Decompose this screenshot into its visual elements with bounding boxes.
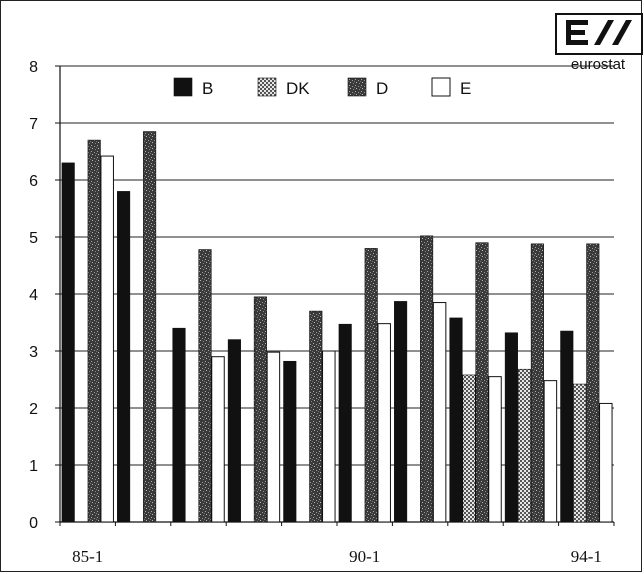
bar-dk-94-1 [573, 383, 587, 523]
bar-dk-93-1 [517, 368, 531, 523]
legend-label-e: E [460, 79, 471, 98]
y-tick-label: 6 [29, 173, 38, 190]
bar-dk-92-1 [462, 374, 476, 523]
y-tick-label: 8 [29, 59, 38, 76]
legend-label-d: D [376, 79, 388, 98]
bar-e-94-1 [599, 402, 613, 523]
legend-swatch-dk [257, 77, 277, 97]
y-tick-label: 5 [29, 230, 38, 247]
logo-text: eurostat [571, 56, 626, 73]
bar-e-93-1 [543, 380, 558, 523]
bar-d-89-1 [309, 310, 323, 523]
bar-e-87-1 [211, 356, 225, 523]
logo-slash-icon [612, 20, 632, 45]
bar-d-87-1 [198, 249, 212, 523]
bar-d-91-1 [420, 235, 434, 523]
x-tick-label: 90-1 [349, 547, 380, 566]
legend-label-b: B [202, 79, 213, 98]
bar-b-85-1 [61, 162, 75, 523]
bar-d-86-1 [143, 131, 157, 523]
bar-e-90-1 [377, 323, 391, 523]
bars [61, 131, 613, 523]
bar-b-88-1 [227, 339, 241, 523]
bar-b-90-1 [338, 323, 352, 523]
bar-e-92-1 [488, 376, 502, 523]
bar-d-90-1 [364, 248, 378, 523]
legend: B DK D E [173, 77, 471, 98]
x-tick-label: 85-1 [72, 547, 103, 566]
y-tick-label: 3 [29, 344, 38, 361]
legend-swatch-d [347, 77, 367, 97]
bar-b-94-1 [560, 330, 574, 523]
y-tick-label: 7 [29, 116, 38, 133]
bar-b-87-1 [172, 327, 186, 523]
eurostat-logo: eurostat [555, 13, 643, 73]
y-tick-label: 1 [29, 458, 38, 475]
bar-e-89-1 [322, 350, 336, 523]
tick-labels: 0 1 2 3 4 5 6 7 8 85-1 90-1 94-1 [29, 59, 602, 566]
bar-d-94-1 [586, 243, 600, 523]
y-tick-label: 2 [29, 401, 38, 418]
bar-b-92-1 [449, 317, 463, 523]
legend-swatch-e [431, 77, 451, 97]
bar-b-89-1 [283, 360, 297, 523]
x-tick-label: 94-1 [571, 547, 602, 566]
y-tick-label: 4 [29, 287, 38, 304]
bar-e-85-1 [100, 155, 114, 523]
bar-d-88-1 [253, 296, 267, 523]
legend-swatch-b [173, 77, 193, 97]
bar-d-92-1 [475, 242, 489, 523]
legend-label-dk: DK [286, 79, 310, 98]
bar-d-93-1 [530, 243, 544, 523]
logo-letter-e-icon [566, 20, 588, 45]
bar-e-91-1 [432, 302, 447, 523]
y-tick-label: 0 [29, 515, 38, 532]
bar-b-93-1 [504, 332, 518, 523]
logo-slash-icon [594, 20, 614, 45]
bar-b-91-1 [394, 301, 408, 523]
bar-d-85-1 [87, 139, 101, 523]
bar-b-86-1 [117, 191, 131, 523]
bar-e-88-1 [266, 351, 281, 523]
